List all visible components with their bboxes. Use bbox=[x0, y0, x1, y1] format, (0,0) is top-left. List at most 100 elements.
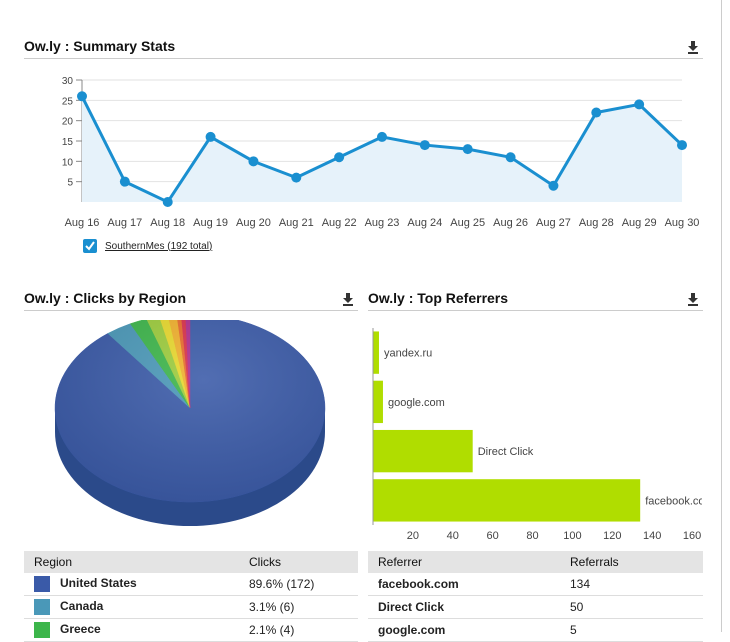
col-clicks[interactable]: Clicks bbox=[239, 551, 358, 573]
x-tick-label: Aug 29 bbox=[622, 217, 657, 229]
line-chart-x-ticks: Aug 16 Aug 17 Aug 18 Aug 19 Aug 20 Aug 21 Aug … bbox=[65, 217, 700, 229]
y-tick-label: 20 bbox=[62, 117, 74, 128]
download-icon[interactable] bbox=[341, 292, 355, 306]
referrers-title-rule bbox=[368, 310, 703, 311]
x-tick-label: Aug 20 bbox=[236, 217, 271, 229]
bar bbox=[373, 331, 379, 374]
summary-title-rule bbox=[24, 58, 703, 59]
data-point bbox=[634, 99, 645, 110]
pie-shade bbox=[55, 320, 325, 502]
table-row: Direct Click 50 bbox=[368, 595, 703, 619]
y-tick-label: 15 bbox=[62, 137, 74, 148]
data-point bbox=[205, 131, 216, 142]
data-point bbox=[334, 152, 345, 163]
region-clicks: 3.1% (6) bbox=[239, 595, 358, 619]
x-tick-label: 120 bbox=[603, 530, 621, 542]
x-tick-label: Aug 23 bbox=[365, 217, 400, 229]
summary-legend[interactable]: SouthernMes (192 total) bbox=[83, 239, 212, 253]
x-tick-label: 100 bbox=[563, 530, 581, 542]
download-icon[interactable] bbox=[686, 40, 700, 54]
swatch-greece bbox=[34, 622, 50, 638]
data-point bbox=[419, 140, 430, 151]
region-clicks: 89.6% (172) bbox=[239, 573, 358, 596]
table-row: United States 89.6% (172) bbox=[24, 573, 358, 596]
region-table: Region Clicks United States 89.6% (172) … bbox=[24, 551, 358, 642]
col-referrals[interactable]: Referrals bbox=[560, 551, 703, 573]
x-tick-label: Aug 18 bbox=[150, 217, 185, 229]
region-clicks: 2.1% (4) bbox=[239, 618, 358, 642]
referrers-bar-chart: yandex.ru google.com Direct Click facebook.… bbox=[372, 328, 702, 542]
table-row: google.com 5 bbox=[368, 618, 703, 642]
data-point bbox=[377, 131, 387, 142]
region-name: Canada bbox=[60, 599, 104, 614]
referrer-count: 50 bbox=[560, 595, 703, 619]
bar-label: google.com bbox=[388, 397, 445, 409]
referrer-count: 134 bbox=[560, 573, 703, 596]
x-tick-label: Aug 25 bbox=[450, 217, 485, 229]
x-tick-label: 60 bbox=[487, 530, 499, 542]
data-point bbox=[591, 107, 602, 118]
swatch-united-states bbox=[34, 576, 50, 592]
data-point bbox=[548, 180, 559, 191]
referrers-title: Ow.ly : Top Referrers bbox=[368, 290, 509, 306]
bar bbox=[373, 479, 641, 522]
y-tick-label: 30 bbox=[62, 76, 74, 87]
series-points bbox=[77, 91, 687, 207]
x-tick-label: Aug 26 bbox=[493, 217, 528, 229]
y-tick-label: 25 bbox=[62, 96, 74, 107]
download-icon[interactable] bbox=[686, 292, 700, 306]
region-name: United States bbox=[60, 576, 137, 591]
x-tick-label: Aug 21 bbox=[279, 217, 314, 229]
x-tick-label: 160 bbox=[683, 530, 701, 542]
legend-label[interactable]: SouthernMes (192 total) bbox=[105, 240, 213, 252]
frame-border bbox=[721, 0, 722, 632]
referrer-count: 5 bbox=[560, 618, 703, 642]
referrer-name[interactable]: Direct Click bbox=[368, 595, 560, 619]
summary-title: Ow.ly : Summary Stats bbox=[24, 38, 176, 54]
x-tick-label: Aug 19 bbox=[193, 217, 228, 229]
bar bbox=[373, 429, 473, 473]
series-area bbox=[82, 96, 682, 202]
legend-checkbox[interactable] bbox=[83, 239, 97, 253]
data-point bbox=[677, 140, 687, 151]
region-title: Ow.ly : Clicks by Region bbox=[24, 290, 187, 306]
x-tick-label: 140 bbox=[643, 530, 661, 542]
y-tick-label: 5 bbox=[67, 178, 73, 189]
x-tick-label: 20 bbox=[407, 530, 419, 542]
referrer-name[interactable]: facebook.com bbox=[368, 573, 560, 596]
x-tick-label: Aug 24 bbox=[407, 217, 442, 229]
bar-label: facebook.com bbox=[645, 495, 702, 507]
bar-label: yandex.ru bbox=[384, 348, 432, 360]
referrer-name[interactable]: google.com bbox=[368, 618, 560, 642]
x-tick-label: Aug 17 bbox=[107, 217, 142, 229]
table-row: Greece 2.1% (4) bbox=[24, 618, 358, 642]
data-point bbox=[505, 152, 516, 163]
line-chart-y-ticks: 5 10 15 20 25 30 bbox=[62, 76, 74, 189]
data-point bbox=[291, 172, 302, 183]
x-tick-label: Aug 22 bbox=[322, 217, 357, 229]
region-name: Greece bbox=[60, 622, 101, 637]
x-tick-label: Aug 30 bbox=[665, 217, 700, 229]
data-point bbox=[162, 197, 173, 207]
x-tick-label: Aug 16 bbox=[65, 217, 100, 229]
table-row: facebook.com 134 bbox=[368, 573, 703, 596]
col-referrer[interactable]: Referrer bbox=[368, 551, 560, 573]
y-tick-label: 10 bbox=[62, 157, 74, 168]
x-tick-label: 40 bbox=[447, 530, 459, 542]
table-row: Canada 3.1% (6) bbox=[24, 595, 358, 619]
check-icon bbox=[85, 241, 95, 251]
x-tick-label: Aug 27 bbox=[536, 217, 571, 229]
data-point bbox=[77, 91, 87, 102]
swatch-canada bbox=[34, 599, 50, 615]
data-point bbox=[248, 156, 259, 167]
referrers-table-header: Referrer Referrals bbox=[368, 551, 703, 573]
col-region[interactable]: Region bbox=[24, 551, 239, 573]
x-tick-label: Aug 28 bbox=[579, 217, 614, 229]
data-point bbox=[119, 176, 130, 187]
bar bbox=[373, 380, 383, 424]
x-tick-label: 80 bbox=[526, 530, 538, 542]
referrers-table: Referrer Referrals facebook.com 134 Dire… bbox=[368, 551, 703, 642]
region-pie-chart bbox=[54, 320, 326, 526]
region-title-rule bbox=[24, 310, 358, 311]
